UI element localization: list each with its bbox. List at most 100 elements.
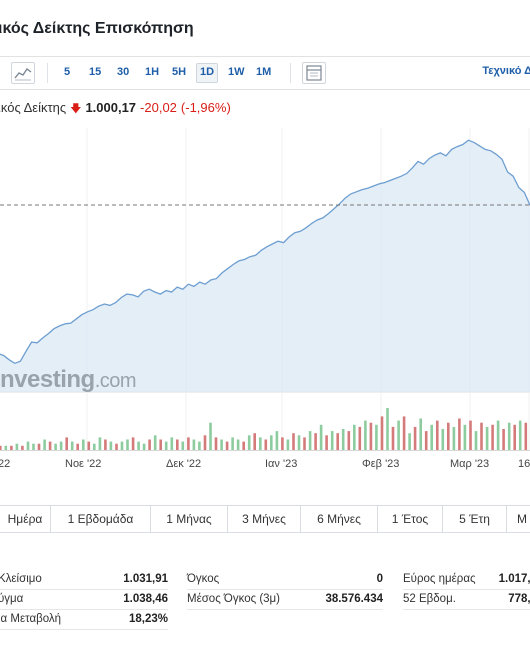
volume-bar — [292, 433, 295, 450]
volume-bar — [518, 420, 522, 450]
period-max-button[interactable]: Μ — [517, 512, 527, 526]
volume-bar — [137, 441, 140, 450]
interval-1d-button[interactable]: 1D — [196, 63, 219, 83]
period-1-year-button[interactable]: 1 Έτος — [378, 506, 443, 532]
stat-value: 1.017,9 — [498, 573, 530, 585]
interval-5h-button[interactable]: 5H — [172, 66, 187, 78]
price-change-percent: (-1,96%) — [180, 100, 231, 115]
watermark-brand: nvesting — [0, 366, 95, 393]
watermark-suffix: .com — [94, 370, 137, 392]
interval-1m-button[interactable]: 1M — [256, 66, 272, 78]
volume-bar — [386, 408, 389, 450]
period-5-years-button[interactable]: 5 Έτη — [443, 506, 507, 532]
volume-bar — [176, 439, 179, 450]
volume-bar — [419, 418, 422, 450]
volume-bar — [192, 439, 196, 450]
volume-bar — [413, 426, 417, 450]
interval-1h-button[interactable]: 1H — [145, 66, 160, 78]
volume-bar — [76, 443, 79, 450]
volume-bar — [524, 422, 528, 450]
technical-analysis-link[interactable]: Τεχνικό Δ — [482, 65, 530, 77]
volume-bar — [65, 437, 68, 450]
page-title: ικός Δείκτης Επισκόπηση — [0, 20, 194, 37]
price-chart[interactable]: 22 Νοε '22 Δεκ '22 Ιαν '23 Φεβ '23 Μαρ '23 16 — [0, 128, 530, 473]
stat-row-52-week: 52 Εβδομ. 778,8 — [403, 589, 530, 610]
x-axis-tick-label: Ιαν '23 — [265, 458, 297, 470]
volume-bar — [491, 424, 494, 450]
stat-value: 1.031,91 — [123, 573, 168, 585]
volume-bar — [430, 424, 433, 450]
interval-15-button[interactable]: 15 — [89, 66, 102, 78]
area-chart-icon[interactable] — [11, 62, 35, 84]
period-3-months-button[interactable]: 3 Μήνες — [228, 506, 301, 532]
volume-bar — [231, 437, 234, 450]
stat-row-change: ια Μεταβολή 18,23% — [0, 609, 168, 630]
volume-bar — [341, 429, 345, 450]
interval-1w-button[interactable]: 1W — [228, 66, 245, 78]
current-price: 1.000,17 — [85, 100, 137, 115]
volume-bar — [375, 424, 378, 450]
volume-bar — [447, 422, 450, 450]
volume-bar — [198, 441, 201, 450]
volume-bar — [159, 439, 162, 450]
volume-bar — [37, 443, 41, 450]
volume-bar — [87, 441, 91, 450]
volume-bar — [142, 443, 146, 450]
volume-bar — [275, 431, 279, 450]
volume-bar — [474, 431, 478, 450]
volume-bar — [220, 439, 223, 450]
volume-bar — [480, 422, 483, 450]
volume-bar — [380, 416, 384, 450]
interval-30-button[interactable]: 30 — [117, 66, 130, 78]
volume-bar — [336, 433, 339, 450]
calendar-icon[interactable] — [302, 62, 326, 84]
volume-bar — [436, 420, 439, 450]
volume-bar — [181, 441, 185, 450]
interval-5-button[interactable]: 5 — [64, 66, 71, 78]
period-day-button[interactable]: Ημέρα — [0, 506, 51, 532]
volume-bar — [330, 431, 334, 450]
volume-bar — [369, 422, 373, 450]
stat-row-range: ύγμα 1.038,46 — [0, 589, 168, 610]
x-axis-tick-label: 16 — [518, 458, 530, 470]
x-axis-tick-label: 22 — [0, 458, 10, 470]
period-1-month-button[interactable]: 1 Μήνας — [151, 506, 228, 532]
volume-bar — [43, 439, 46, 450]
volume-bar — [131, 437, 135, 450]
volume-bar — [148, 439, 151, 450]
volume-bar — [242, 441, 245, 450]
volume-bar — [225, 441, 229, 450]
down-arrow-icon: 🡇 — [70, 103, 82, 115]
volume-bar — [59, 441, 63, 450]
stat-value: 0 — [376, 573, 383, 585]
volume-bar — [270, 435, 273, 450]
volume-bar — [120, 441, 124, 450]
stat-label: Εύρος ημέρας — [403, 573, 476, 585]
stat-row-volume: Όγκος 0 — [187, 569, 383, 590]
volume-bar — [109, 441, 113, 450]
x-axis-tick-label: Δεκ '22 — [166, 458, 201, 470]
volume-bar — [4, 445, 8, 450]
volume-bar — [104, 439, 107, 450]
stat-label: Όγκος — [187, 573, 220, 585]
volume-bar — [353, 424, 356, 450]
volume-bar — [203, 435, 207, 450]
volume-bar — [21, 445, 24, 450]
volume-bar — [264, 439, 268, 450]
period-6-months-button[interactable]: 6 Μήνες — [301, 506, 378, 532]
volume-bar — [236, 439, 240, 450]
volume-bar — [485, 426, 489, 450]
x-axis-tick-label: Νοε '22 — [65, 458, 101, 470]
volume-bar — [0, 445, 2, 450]
period-1-week-button[interactable]: 1 Εβδομάδα — [51, 506, 151, 532]
volume-bar — [469, 420, 472, 450]
volume-bar — [26, 441, 30, 450]
stat-label: ύγμα — [0, 593, 24, 605]
stat-value: 38.576.434 — [325, 593, 383, 605]
volume-bar — [115, 443, 118, 450]
x-axis-tick-label: Μαρ '23 — [450, 458, 489, 470]
volume-bar — [297, 435, 301, 450]
volume-bar — [48, 441, 52, 450]
stat-label: Μέσος Όγκος (3μ) — [187, 593, 281, 605]
volume-bar — [10, 445, 13, 450]
